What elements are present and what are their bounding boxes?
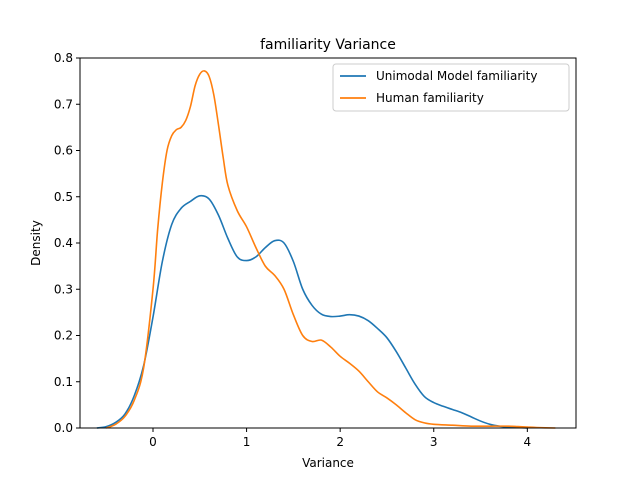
legend: Unimodal Model familiarity Human familiar… — [332, 63, 570, 112]
y-tick-label: 0.0 — [54, 421, 73, 435]
y-tick-label: 0.2 — [54, 329, 73, 343]
x-tick-label: 3 — [430, 435, 438, 449]
x-tick-label: 1 — [243, 435, 251, 449]
y-tick-label: 0.6 — [54, 144, 73, 158]
legend-label-1: Unimodal Model familiarity — [376, 69, 537, 83]
x-tick-label: 0 — [149, 435, 157, 449]
y-axis-ticks: 0.0 0.1 0.2 0.3 0.4 0.5 0.6 0.7 0.8 — [54, 51, 80, 435]
y-tick-label: 0.1 — [54, 375, 73, 389]
series-line-1 — [96, 194, 528, 429]
y-tick-label: 0.3 — [54, 282, 73, 296]
y-tick-label: 0.7 — [54, 97, 73, 111]
y-tick-label: 0.8 — [54, 51, 73, 65]
series-layer — [96, 70, 556, 429]
chart-title: familiarity Variance — [260, 37, 396, 53]
y-tick-label: 0.5 — [54, 190, 73, 204]
series-line-2 — [105, 70, 556, 429]
x-axis-label: Variance — [302, 456, 354, 470]
y-tick-label: 0.4 — [54, 236, 73, 250]
x-tick-label: 2 — [336, 435, 344, 449]
x-tick-label: 4 — [524, 435, 532, 449]
legend-label-2: Human familiarity — [376, 91, 484, 105]
x-axis-ticks: 0 1 2 3 4 — [149, 428, 531, 449]
y-axis-label: Density — [29, 220, 43, 266]
legend-box — [332, 63, 570, 112]
